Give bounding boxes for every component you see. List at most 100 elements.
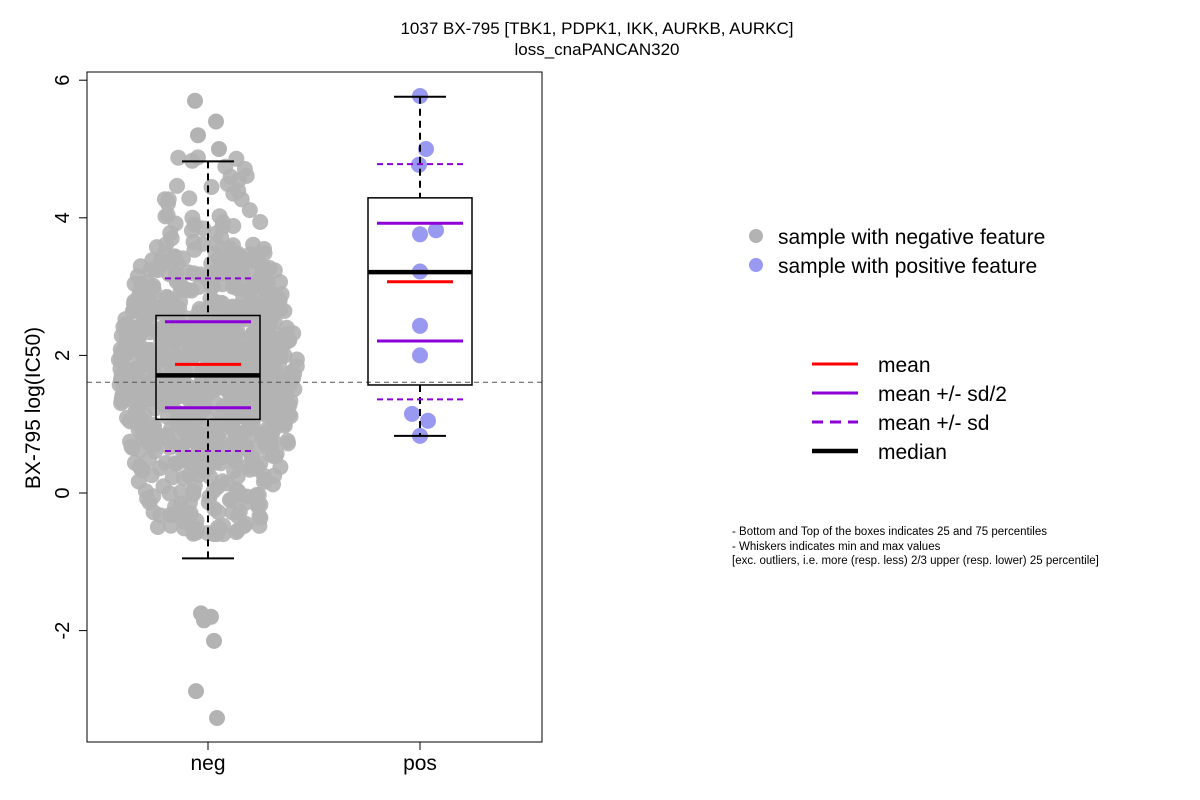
neg-point — [208, 113, 224, 130]
neg-point — [236, 343, 253, 360]
neg-point — [183, 425, 200, 442]
neg-point — [210, 418, 227, 435]
neg-point — [210, 431, 227, 448]
neg-point — [226, 386, 243, 403]
neg-point — [143, 467, 160, 484]
pos-point — [404, 405, 420, 422]
neg-point — [201, 299, 218, 316]
neg-point — [164, 469, 181, 486]
neg-point — [228, 150, 245, 167]
neg-point — [280, 435, 296, 452]
neg-point — [139, 274, 156, 291]
neg-point — [126, 454, 143, 471]
neg-point — [245, 325, 262, 342]
neg-point — [249, 496, 266, 513]
neg-point — [145, 416, 162, 433]
x-tick-label: pos — [403, 752, 437, 775]
neg-point — [181, 190, 198, 207]
legend-label: median — [878, 441, 947, 464]
legend-label: mean — [878, 354, 931, 377]
pos-point — [418, 141, 434, 157]
neg-point — [225, 451, 242, 468]
neg-point — [142, 261, 159, 278]
y-tick-label: -2 — [52, 622, 74, 640]
neg-point — [199, 410, 216, 427]
box — [367, 197, 473, 386]
neg-point — [243, 305, 260, 322]
neg-point — [229, 280, 246, 297]
plot-frame — [86, 71, 543, 743]
neg-point — [124, 440, 141, 456]
neg-point — [210, 519, 226, 536]
neg-point — [133, 344, 150, 361]
neg-point — [244, 417, 261, 434]
legend: sample with negative feature sample with … — [749, 226, 1045, 464]
neg-point — [214, 276, 231, 293]
neg-point — [198, 349, 215, 366]
x-tick-label: neg — [190, 752, 225, 775]
neg-point — [238, 167, 255, 184]
neg-point — [154, 323, 171, 340]
neg-point — [159, 409, 176, 426]
x-axis: neg pos — [190, 742, 437, 775]
y-tick-label: 4 — [52, 212, 74, 223]
neg-point — [139, 289, 156, 306]
neg-point — [130, 360, 147, 377]
neg-point — [139, 490, 156, 507]
neg-point — [126, 275, 143, 292]
pos-point — [412, 317, 428, 334]
legend-label: mean +/- sd — [878, 412, 989, 435]
neg-point — [156, 191, 173, 208]
neg-point — [176, 327, 193, 344]
neg-point — [159, 207, 176, 223]
neg-point — [188, 512, 205, 529]
box — [155, 314, 261, 421]
y-tick-label: 2 — [52, 350, 74, 361]
pos-point — [412, 226, 428, 243]
neg-point — [129, 371, 146, 388]
neg-point — [210, 504, 227, 521]
neg-point — [173, 483, 189, 500]
neg-point — [209, 710, 225, 726]
neg-point — [233, 191, 250, 208]
neg-point — [116, 383, 133, 400]
neg-point — [261, 316, 278, 333]
neg-point — [223, 258, 240, 275]
footnote-line: [exc. outliers, i.e. more (resp. less) 2… — [732, 555, 1099, 567]
y-axis: -2 0 2 4 6 — [52, 75, 87, 640]
neg-point — [183, 222, 200, 239]
neg-point — [225, 218, 242, 234]
footnote-line: - Whiskers indicates min and max values — [732, 540, 941, 553]
neg-point — [157, 455, 174, 471]
neg-point — [188, 683, 204, 700]
neg-point — [152, 507, 169, 524]
neg-point — [224, 504, 241, 521]
neg-point — [207, 244, 224, 261]
pos-point — [428, 222, 444, 239]
neg-point — [165, 248, 182, 265]
neg-point — [169, 177, 185, 194]
neg-point — [229, 327, 246, 344]
neg-point — [170, 149, 187, 166]
neg-point — [264, 286, 281, 303]
neg-point — [275, 402, 292, 419]
neg-point — [223, 242, 240, 259]
neg-point — [186, 241, 203, 258]
neg-point — [252, 214, 269, 230]
points-layer — [110, 88, 444, 726]
neg-point — [203, 179, 220, 195]
neg-point — [161, 439, 178, 456]
neg-point — [204, 324, 221, 340]
stats-layer — [87, 95, 542, 560]
pos-point — [420, 412, 436, 429]
neg-point — [165, 355, 182, 372]
neg-point — [189, 149, 206, 166]
neg-point — [288, 358, 305, 375]
neg-point — [126, 293, 143, 310]
neg-point — [236, 518, 253, 534]
legend-label: sample with positive feature — [778, 255, 1037, 278]
neg-point — [179, 448, 196, 465]
chart-subtitle: loss_cnaPANCAN320 — [514, 40, 679, 59]
neg-point — [124, 320, 141, 337]
